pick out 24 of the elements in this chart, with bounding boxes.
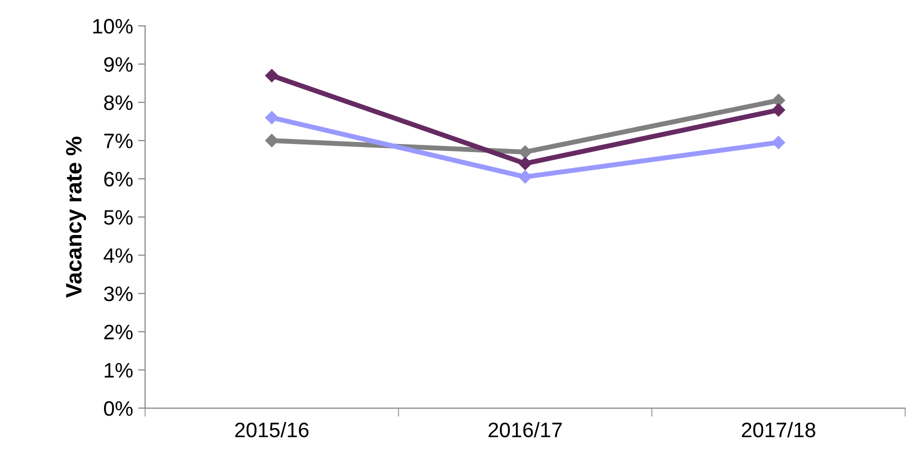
x-tick-label: 2016/17 bbox=[488, 422, 562, 438]
y-axis-title: Vacancy rate % bbox=[66, 136, 86, 298]
point bbox=[265, 111, 278, 124]
point bbox=[772, 103, 786, 117]
point bbox=[518, 156, 532, 170]
y-tick-label: 3% bbox=[104, 286, 133, 302]
x-tick-label: 2015/16 bbox=[235, 422, 309, 438]
y-tick-label: 1% bbox=[104, 363, 133, 378]
y-tick-label: 2% bbox=[104, 324, 133, 340]
point bbox=[772, 94, 786, 108]
y-tick-label: 4% bbox=[104, 248, 133, 263]
y-tick-label: 0% bbox=[104, 401, 133, 416]
point bbox=[518, 145, 532, 159]
y-tick-label: 7% bbox=[104, 134, 133, 148]
point bbox=[265, 134, 278, 148]
y-tick-label: 8% bbox=[104, 95, 133, 110]
y-tick-label: 5% bbox=[104, 210, 133, 225]
y-tick-label: 9% bbox=[104, 57, 133, 72]
y-tick-label: 10% bbox=[93, 18, 133, 34]
y-tick-label: 6% bbox=[104, 172, 133, 187]
x-tick-label: 2017/18 bbox=[742, 422, 816, 438]
point bbox=[772, 136, 786, 150]
point bbox=[518, 170, 532, 184]
point bbox=[265, 68, 278, 82]
